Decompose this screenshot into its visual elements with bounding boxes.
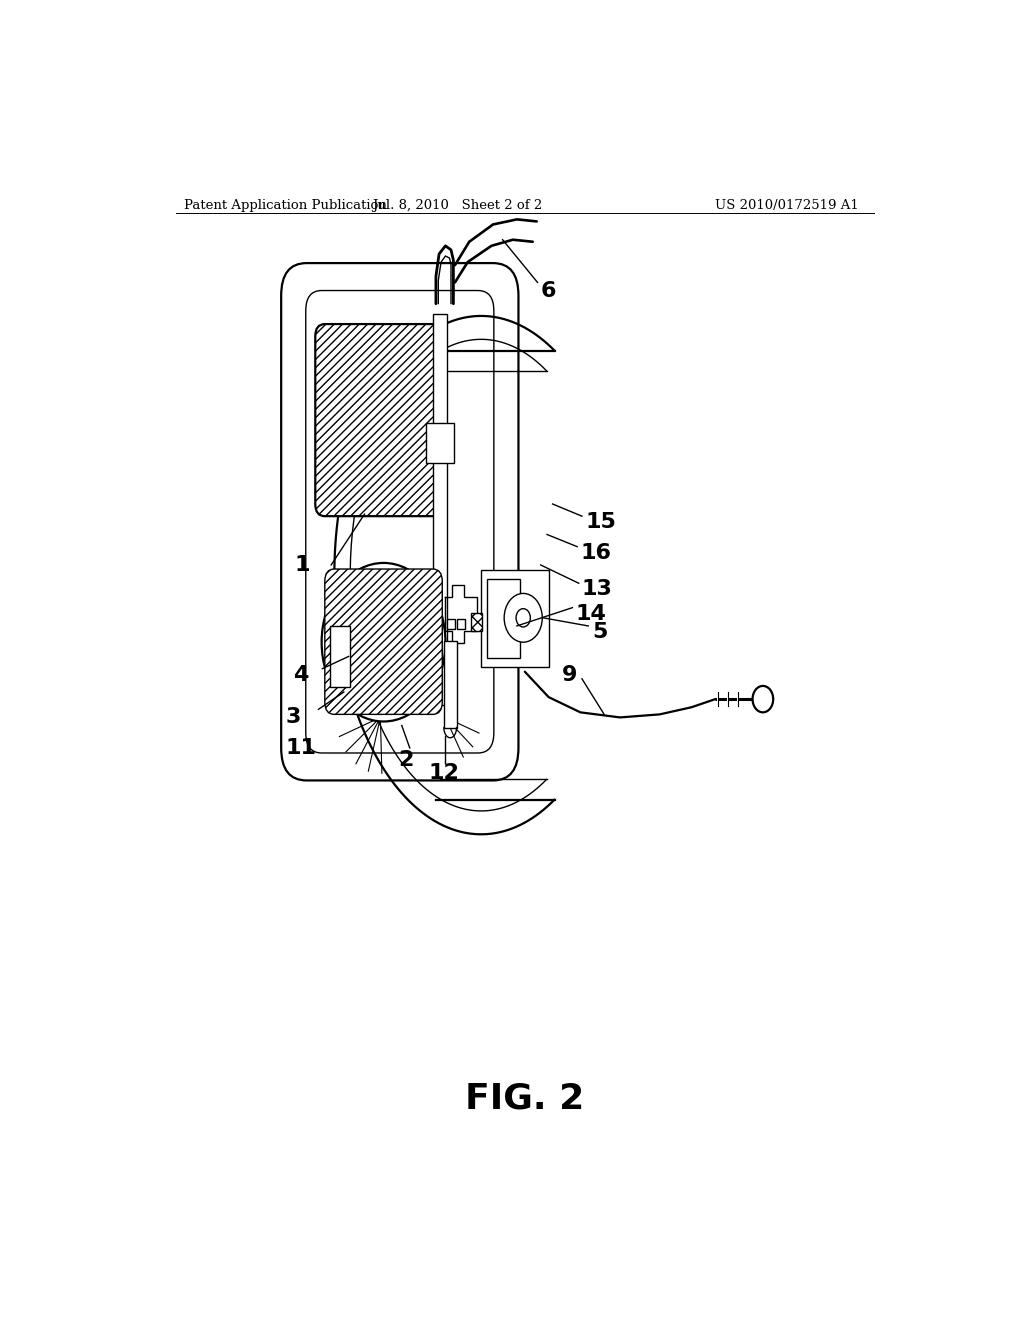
Text: 2: 2 [398,750,414,770]
Text: 1: 1 [295,554,310,576]
Text: 13: 13 [582,579,612,599]
Text: 14: 14 [575,603,606,624]
Text: 3: 3 [286,708,301,727]
Text: 15: 15 [585,512,616,532]
Bar [486,579,520,659]
Circle shape [504,594,543,643]
Circle shape [516,609,530,627]
FancyBboxPatch shape [306,290,494,752]
Bar [331,626,350,686]
FancyBboxPatch shape [282,263,518,780]
Bar [471,612,482,631]
Bar [426,422,455,463]
Bar [458,619,465,630]
Text: 4: 4 [293,665,308,685]
Circle shape [753,686,773,713]
Text: 9: 9 [561,665,577,685]
Bar [481,570,549,667]
FancyBboxPatch shape [315,325,443,516]
Text: 5: 5 [592,622,607,642]
Text: Jul. 8, 2010   Sheet 2 of 2: Jul. 8, 2010 Sheet 2 of 2 [372,199,543,213]
Text: US 2010/0172519 A1: US 2010/0172519 A1 [715,199,859,213]
FancyBboxPatch shape [325,569,442,714]
Text: 16: 16 [581,543,611,562]
Bar [447,619,455,630]
Text: 12: 12 [428,763,460,783]
Text: 6: 6 [541,281,556,301]
Text: Patent Application Publication: Patent Application Publication [183,199,386,213]
Text: FIG. 2: FIG. 2 [465,1081,585,1115]
Bar [433,314,447,705]
Bar [443,642,457,727]
Text: 11: 11 [286,738,316,758]
Circle shape [322,562,445,722]
